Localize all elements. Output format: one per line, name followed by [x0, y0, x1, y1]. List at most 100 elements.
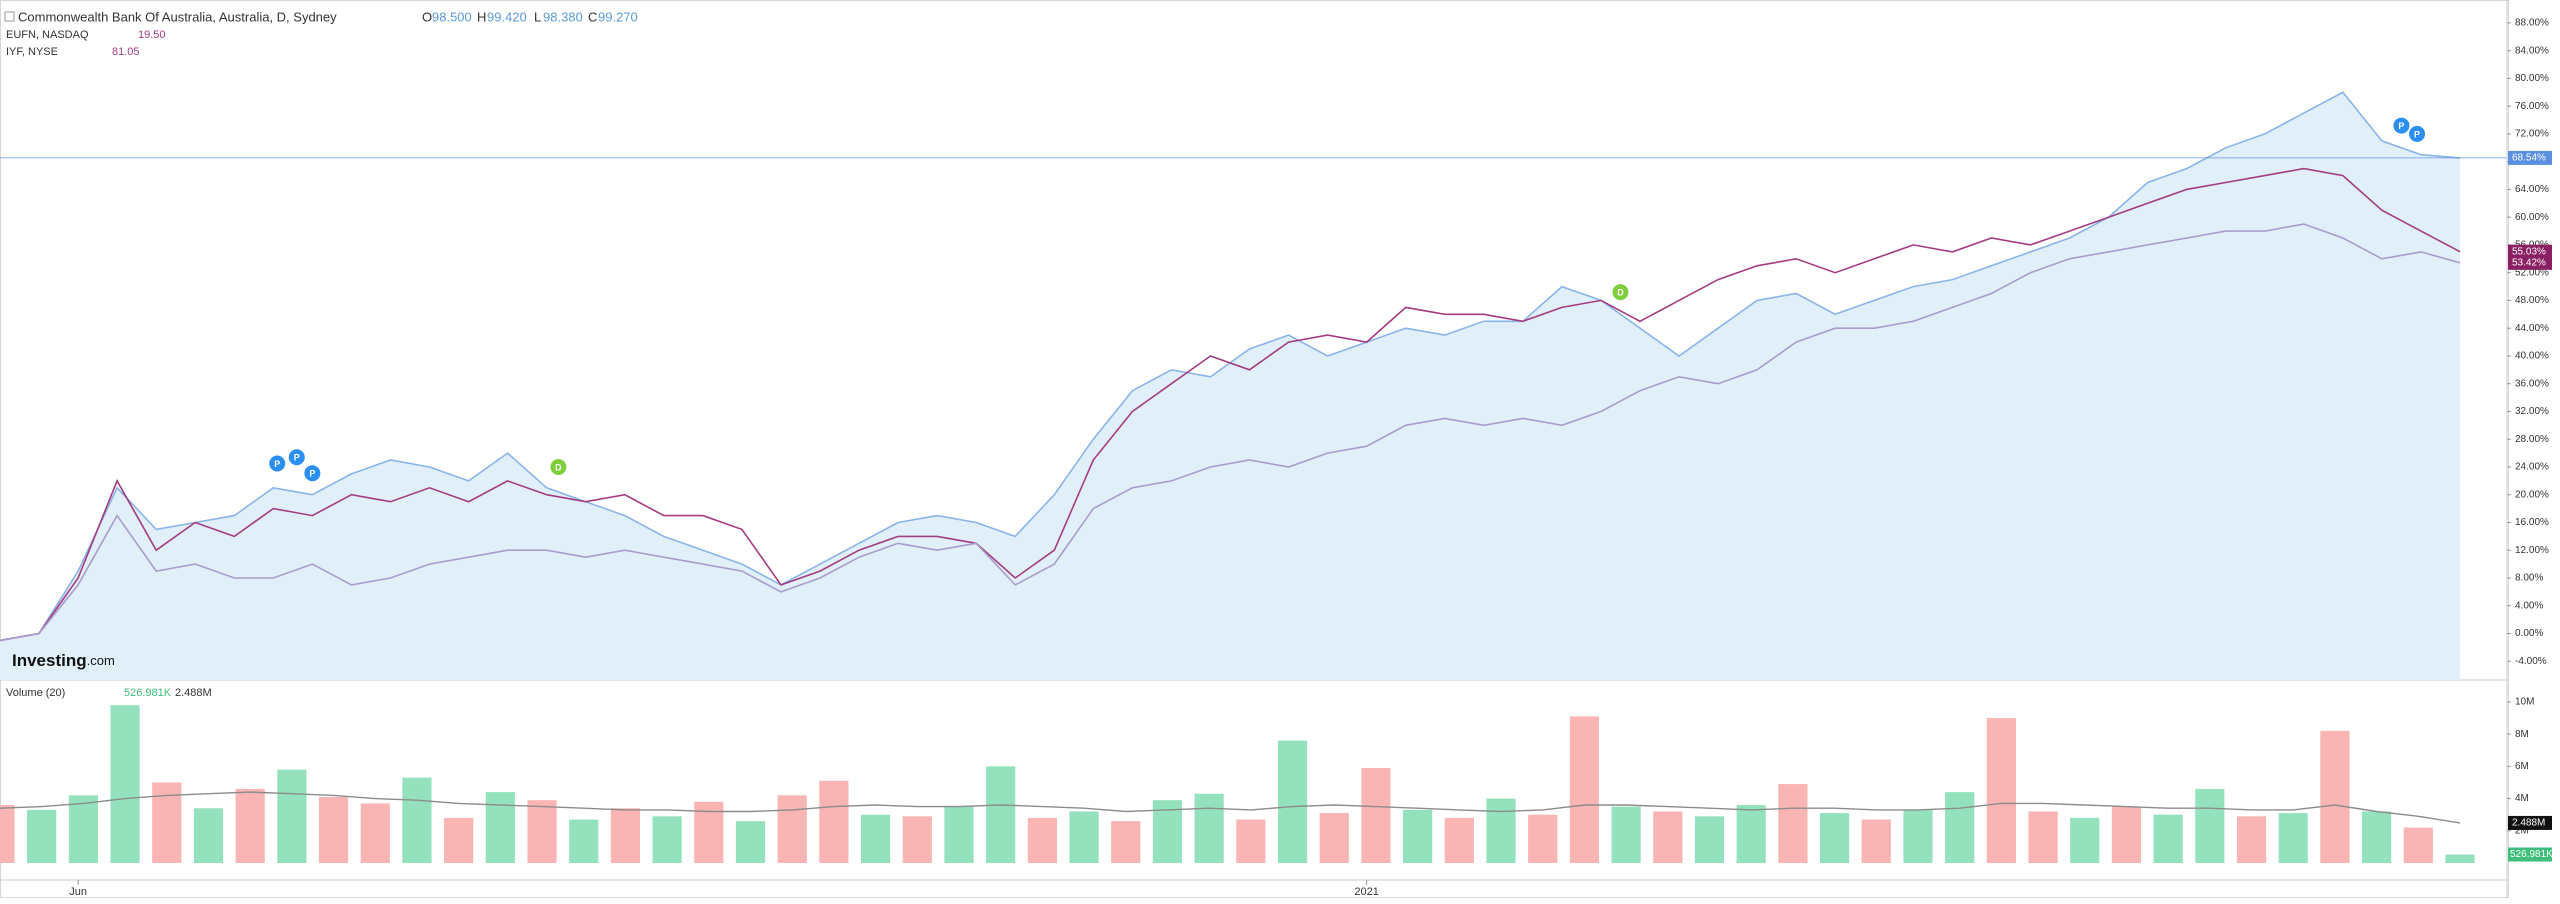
logo-suffix: .com	[87, 653, 115, 668]
y-tick-label: 88.00%	[2515, 18, 2549, 29]
ma-last-label: 2.488M	[2512, 818, 2545, 829]
y-tick-label: 76.00%	[2515, 101, 2549, 112]
volume-bar	[444, 817, 474, 864]
ma-box	[2508, 815, 2552, 830]
volume-bar	[1486, 798, 1516, 864]
low-label: L	[534, 9, 541, 24]
compare-value: 19.50	[138, 29, 166, 41]
y-tick-label: 10M	[2515, 697, 2534, 708]
volume-bar	[235, 788, 265, 864]
y-tick-label: 52.00%	[2515, 267, 2549, 278]
volume-bar	[2362, 811, 2392, 864]
line	[0, 167, 2461, 642]
high-value: 99.420	[487, 9, 527, 24]
volume-bar	[1653, 811, 1683, 864]
volume-bar	[569, 819, 599, 864]
volume-bar	[1194, 793, 1224, 864]
last-value-box	[2508, 150, 2552, 165]
volume-bar	[652, 816, 682, 864]
volume-bar	[1444, 817, 1474, 864]
volume-bar	[1111, 821, 1141, 864]
y-tick-label: 48.00%	[2515, 295, 2549, 306]
y-tick-label: 84.00%	[2515, 45, 2549, 56]
last-value-label: 55.03%	[2512, 246, 2546, 257]
logo: Investing.com	[12, 651, 115, 670]
y-tick-label: 44.00%	[2515, 323, 2549, 334]
volume-bar	[2111, 806, 2142, 864]
volume-bar	[1903, 809, 1933, 864]
close-value: 99.270	[598, 9, 638, 24]
y-tick-label: 20.00%	[2515, 489, 2549, 500]
frame	[0, 0, 2509, 898]
y-tick-label: 32.00%	[2515, 406, 2549, 417]
y-tick-label: 40.00%	[2515, 351, 2549, 362]
volume-bar	[1569, 716, 1599, 864]
collapse-icon[interactable]	[4, 11, 15, 22]
y-tick-label: 36.00%	[2515, 378, 2549, 389]
compare-value: 81.05	[112, 46, 140, 58]
y-tick-label: 60.00%	[2515, 212, 2549, 223]
open-label: O	[422, 9, 432, 24]
volume-last: 526.981K	[124, 687, 172, 699]
volume-bar	[610, 808, 641, 864]
volume-bar	[2236, 816, 2267, 864]
event-label: P	[2414, 129, 2420, 139]
last-value-box	[2508, 255, 2552, 270]
event-label: P	[274, 459, 280, 469]
event-label: D	[1617, 287, 1624, 297]
y-tick-label: 12.00%	[2515, 545, 2549, 556]
open-value: 98.500	[432, 9, 472, 24]
event-label: D	[555, 462, 562, 472]
volume-bar	[1069, 811, 1099, 864]
volume-bar	[0, 805, 15, 864]
event-marker	[2393, 117, 2410, 134]
low-value: 98.380	[543, 9, 583, 24]
volume-bar	[2153, 814, 2183, 864]
y-tick-label: 6M	[2515, 761, 2529, 772]
volume-bar	[193, 808, 224, 864]
volume-bar	[1945, 792, 1975, 864]
volume-bar	[1319, 813, 1349, 864]
volume-bar	[1027, 817, 1057, 864]
volume-bar	[27, 809, 57, 864]
last-value-label: 68.54%	[2512, 153, 2546, 164]
y-tick-label: 80.00%	[2515, 73, 2549, 84]
volume-bar	[527, 800, 557, 864]
volume-bar	[485, 792, 515, 864]
y-tick-label: 8.00%	[2515, 573, 2543, 584]
y-tick-label: 4M	[2515, 793, 2529, 804]
last-value-box	[2508, 244, 2552, 259]
y-tick-label: 72.00%	[2515, 129, 2549, 140]
volume-bar	[2278, 813, 2308, 864]
volume-last-label: 526.981K	[2510, 849, 2553, 860]
volume-bar	[944, 806, 974, 864]
volume-box	[2508, 847, 2552, 862]
volume-bar	[2028, 811, 2058, 864]
volume-bar	[1236, 819, 1266, 864]
volume-bar	[2445, 854, 2475, 864]
volume-bar	[277, 769, 307, 864]
volume-bar	[1778, 784, 1808, 864]
event-marker	[550, 458, 567, 475]
volume-title: Volume (20)	[6, 687, 65, 699]
volume-bar	[1361, 767, 1391, 864]
y-tick-label: 8M	[2515, 729, 2529, 740]
volume-bar	[1694, 816, 1725, 864]
event-label: P	[2398, 121, 2404, 131]
volume-bar	[1986, 718, 2016, 864]
logo-bold: Investing	[12, 651, 87, 670]
header: Commonwealth Bank Of Australia, Australi…	[4, 9, 638, 58]
volume-bar	[2320, 730, 2350, 864]
volume-bar	[986, 766, 1016, 864]
y-tick-label: -4.00%	[2515, 656, 2547, 667]
event-marker	[2409, 125, 2426, 142]
area	[0, 92, 2460, 681]
volume-bar	[68, 795, 98, 864]
event-marker	[269, 455, 286, 472]
volume-bar	[1736, 805, 1766, 864]
y-tick-label: 24.00%	[2515, 462, 2549, 473]
volume-bar	[861, 814, 891, 864]
volume-bar	[902, 816, 932, 864]
header-title: Commonwealth Bank Of Australia, Australi…	[18, 9, 337, 24]
volume-bar	[402, 777, 432, 864]
